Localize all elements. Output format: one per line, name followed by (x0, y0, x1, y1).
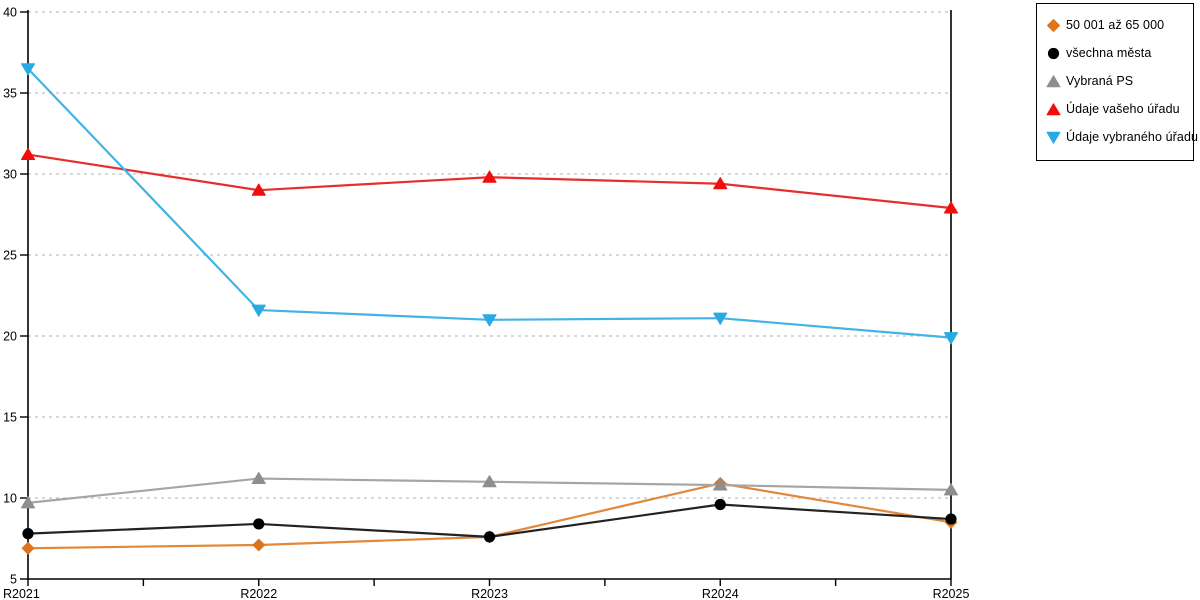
y-tick-label: 20 (3, 330, 17, 344)
data-point-marker (943, 332, 959, 345)
data-point-marker (20, 63, 36, 76)
x-category-label: R2021 (3, 587, 40, 600)
y-tick-label: 5 (10, 573, 17, 587)
x-category-label: R2022 (240, 587, 277, 600)
legend-label: Údaje vašeho úřadu (1066, 102, 1180, 116)
legend-item: Vybraná PS (1046, 67, 1187, 95)
data-point-marker (714, 498, 726, 511)
data-point-marker (943, 201, 959, 214)
y-tick-label: 40 (3, 6, 17, 20)
data-point-marker (713, 478, 728, 491)
data-point-marker (252, 538, 266, 552)
data-point-marker (713, 312, 728, 325)
legend-marker-shape (1046, 74, 1061, 87)
triangle-down-icon (1046, 131, 1061, 144)
legend-item: Údaje vašeho úřadu (1046, 95, 1187, 123)
x-category-label: R2024 (702, 587, 739, 600)
diamond-icon (1047, 18, 1060, 32)
x-category-label: R2025 (933, 587, 970, 600)
legend-label: všechna města (1066, 46, 1152, 60)
legend-marker-shape (1046, 131, 1061, 144)
data-point-marker (253, 518, 265, 530)
legend-item: Údaje vybraného úřadu (1046, 123, 1198, 151)
triangle-up-icon (1046, 74, 1061, 87)
legend-label: Údaje vybraného úřadu (1066, 130, 1199, 144)
legend: 50 001 až 65 000 všechna města Vybraná PS Ú… (1036, 3, 1198, 161)
x-category-label: R2023 (471, 587, 508, 600)
legend-label: 50 001 až 65 000 (1066, 18, 1165, 32)
legend-label: Vybraná PS (1066, 74, 1134, 88)
y-tick-label: 35 (3, 87, 17, 101)
data-point-marker (945, 513, 957, 525)
data-point-marker (482, 475, 497, 488)
data-point-marker (483, 531, 496, 543)
data-point-marker (21, 541, 35, 555)
data-point-marker (20, 147, 36, 161)
y-tick-label: 25 (3, 249, 17, 263)
data-point-marker (251, 304, 266, 317)
triangle-up-icon (1046, 102, 1061, 115)
legend-item: 50 001 až 65 000 (1046, 11, 1187, 39)
data-point-marker (713, 177, 728, 190)
y-tick-label: 15 (3, 411, 17, 425)
data-point-marker (482, 170, 497, 183)
legend-marker-shape (1047, 47, 1060, 59)
data-point-marker (251, 183, 266, 196)
data-point-marker (22, 528, 34, 540)
data-point-marker (251, 471, 266, 485)
y-tick-label: 10 (3, 492, 17, 506)
data-point-marker (482, 314, 497, 327)
data-point-marker (943, 483, 959, 496)
legend-item: všechna města (1046, 39, 1187, 67)
legend-marker-shape (1046, 102, 1061, 115)
series-line (26, 67, 953, 339)
circle-icon (1047, 47, 1060, 59)
legend-marker-shape (1047, 18, 1060, 32)
data-point-marker (20, 496, 36, 509)
y-tick-label: 30 (3, 168, 17, 182)
